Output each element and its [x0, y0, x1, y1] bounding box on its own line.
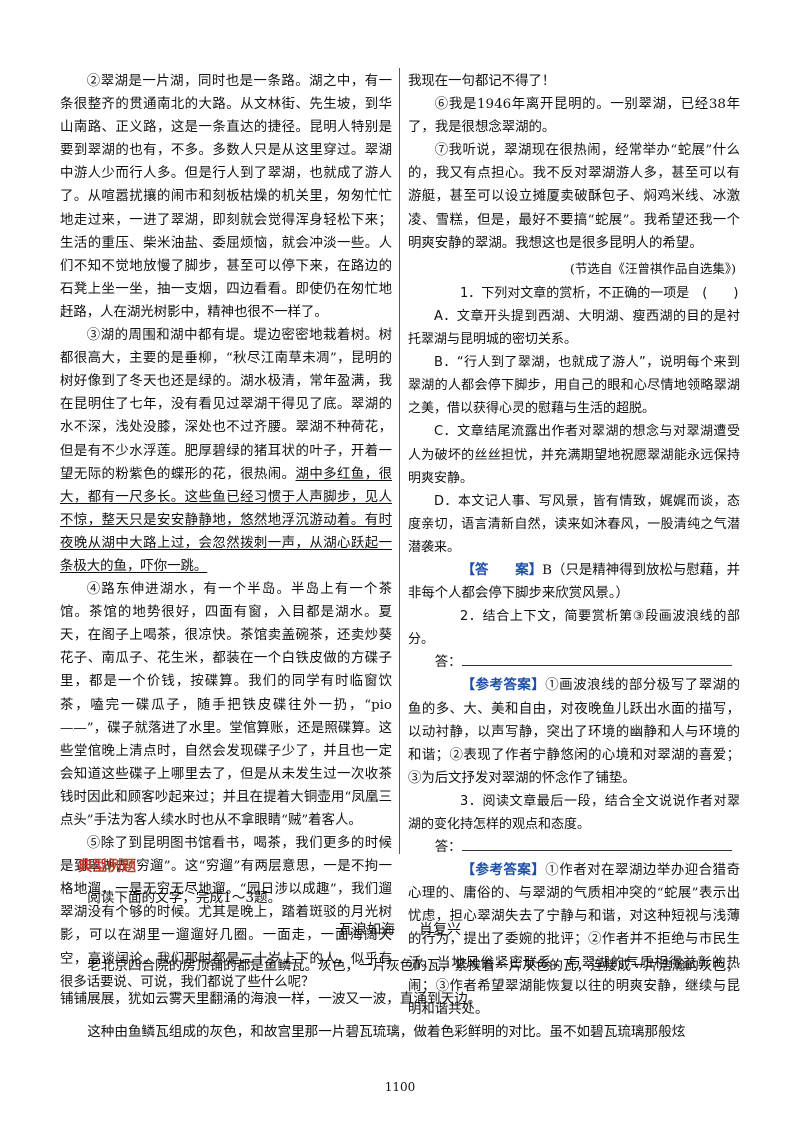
essay-paragraph-2: 这种由鱼鳞瓦组成的灰色，和故宫里那一片碧瓦琉璃，做着色彩鲜明的对比。虽不如碧瓦琉…: [87, 1024, 686, 1040]
instruction-text: 阅读下面的文字，完成1～3题。: [87, 890, 282, 906]
question-3: 3．阅读文章最后一段，结合全文说说作者对翠湖的变化持怎样的观点和态度。: [408, 790, 740, 836]
paragraph-5: ⑤除了到昆明图书馆看书，喝茶，我们更多的时候是到翠湖去“穷遛”。这“穷遛”有两层…: [60, 836, 392, 990]
source-citation: (节选自《汪曾祺作品自选集》): [569, 260, 736, 276]
section-heading: 典型例题: [78, 859, 136, 875]
question-1-number: 1．: [460, 285, 482, 301]
option-c: C．文章结尾流露出作者对翠湖的想念与对翠湖遭受人为破坏的丝丝担忧，并充满期望地祝…: [408, 424, 740, 486]
answer-label: 答：: [434, 655, 462, 671]
question-3-number: 3．: [460, 793, 483, 809]
essay-body: 老北京四合院的房顶铺的都是鱼鳞瓦。灰色，一片灰色的瓦，紧挨着一片灰色的瓦，连接成…: [60, 950, 740, 1049]
option-d: D．本文记人事、写风景，皆有情致，娓娓而谈，态度亲切，语言清新自然，读来如沐春风…: [408, 493, 740, 555]
paragraph-7: ⑦我听说，翠湖现在很热闹，经常举办“蛇展”什么的，我又有点担心。我不反对翠湖游人…: [408, 143, 740, 251]
question-2-answer-line: 答：: [408, 651, 740, 674]
wavy-underlined-passage: 湖中多红鱼，很大，都有一尺多长。这些鱼已经习惯于人声脚步，见人不惊，整天只是安安…: [60, 466, 393, 574]
paragraph-2: ②翠湖是一片湖，同时也是一条路。湖之中，有一条很整齐的贯通南北的大路。从文林街、…: [60, 74, 392, 320]
answer-text: B（只是精神得到放松与慰藉，并非每个人都会停下脚步来欣赏风景。）: [408, 562, 741, 602]
paragraph-5-end: 我现在一句都记不得了！: [408, 74, 556, 89]
instruction: 阅读下面的文字，完成1～3题。: [60, 883, 740, 913]
left-column: ②翠湖是一片湖，同时也是一条路。湖之中，有一条很整齐的贯通南北的大路。从文林街、…: [60, 70, 392, 994]
right-column: 我现在一句都记不得了！ ⑥我是1946年离开昆明的。一别翠湖，已经38年了，我是…: [408, 70, 740, 1021]
paragraph-4: ④路东伸进湖水，有一个半岛。半岛上有一个茶馆。茶馆的地势很好，四面有窗，入目都是…: [60, 582, 392, 828]
question-3-answer-line: 答：: [408, 836, 740, 859]
question-1-stem: 下列对文章的赏析，不正确的一项是 ( ): [481, 285, 739, 301]
question-2-reference: 【参考答案】①画波浪线的部分极写了翠湖的鱼的多、大、美和自由，对夜晚鱼儿跃出水面…: [408, 674, 740, 789]
option-a: A．文章开头提到西湖、大明湖、瘦西湖的目的是衬托翠湖与昆明城的密切关系。: [408, 308, 740, 348]
answer-tag: 【答 案】: [461, 562, 543, 578]
answer-blank: [461, 653, 732, 667]
question-3-reference: 【参考答案】①作者对在翠湖边举办迎合猎奇心理的、庸俗的、与翠湖的气质相冲突的“蛇…: [408, 859, 740, 1021]
question-2: 2．结合上下文，简要赏析第③段画波浪线的部分。: [408, 605, 740, 651]
essay-paragraph-1: 老北京四合院的房顶铺的都是鱼鳞瓦。灰色，一片灰色的瓦，紧挨着一片灰色的瓦，连接成…: [60, 958, 740, 1007]
reference-answer-text: ①画波浪线的部分极写了翠湖的鱼的多、大、美和自由，对夜晚鱼儿跃出水面的描写，以动…: [408, 678, 741, 786]
reference-answer-text: ①作者对在翠湖边举办迎合猎奇心理的、庸俗的、与翠湖的气质相冲突的“蛇展”表示出忧…: [408, 863, 741, 1017]
column-divider: [399, 68, 400, 854]
reference-answer-tag: 【参考答案】: [461, 678, 546, 694]
answer-blank: [461, 838, 732, 852]
question-2-number: 2．: [460, 609, 483, 625]
paragraph-3: ③湖的周围和湖中都有堤。堤边密密地栽着树。树都很高大，主要的是垂柳，“秋尽江南草…: [60, 324, 392, 578]
reference-answer-tag: 【参考答案】: [461, 863, 546, 879]
question-2-stem: 结合上下文，简要赏析第③段画波浪线的部分。: [408, 609, 740, 648]
option-b: B．“行人到了翠湖，也就成了游人”，说明每个来到翠湖的人都会停下脚步，用自己的眼…: [408, 355, 740, 417]
question-1-answer: 【答 案】B（只是精神得到放松与慰藉，并非每个人都会停下脚步来欣赏风景。）: [408, 559, 740, 605]
answer-label: 答：: [434, 840, 462, 856]
essay-author: 肖复兴: [419, 922, 461, 938]
page-number: 1100: [384, 1080, 416, 1094]
question-1: 1．下列对文章的赏析，不正确的一项是 ( ): [408, 282, 740, 305]
question-3-stem: 阅读文章最后一段，结合全文说说作者对翠湖的变化持怎样的观点和态度。: [408, 793, 740, 832]
paragraph-3-text: ③湖的周围和湖中都有堤。堤边密密地栽着树。树都很高大，主要的是垂柳，“秋尽江南草…: [60, 328, 392, 482]
essay-title-text: 瓦浪如海: [339, 922, 395, 938]
paragraph-6: ⑥我是1946年离开昆明的。一别翠湖，已经38年了，我是很想念翠湖的。: [408, 97, 740, 136]
essay-title: 瓦浪如海 肖复兴: [0, 919, 800, 939]
